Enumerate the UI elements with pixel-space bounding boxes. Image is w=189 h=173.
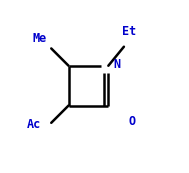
Text: O: O — [129, 115, 136, 128]
Text: N: N — [114, 57, 121, 71]
Text: Ac: Ac — [27, 118, 41, 131]
Text: Me: Me — [32, 31, 46, 45]
Text: Et: Et — [122, 25, 136, 38]
